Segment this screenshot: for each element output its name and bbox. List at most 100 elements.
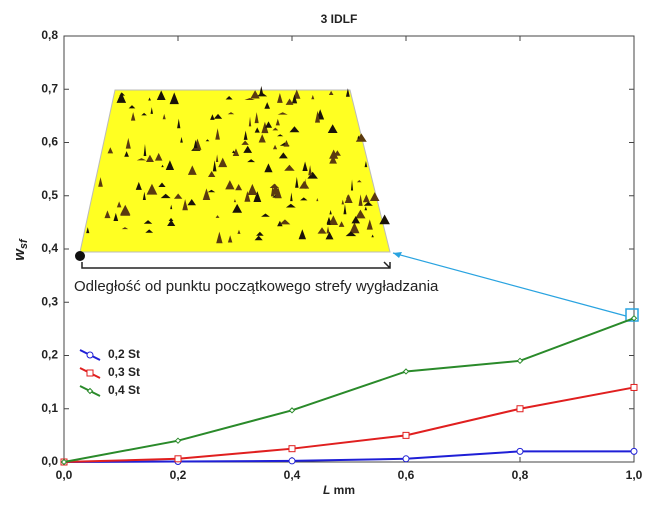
surface-peak (180, 136, 183, 143)
distance-bracket (81, 261, 391, 269)
surface-peak (225, 96, 233, 100)
surface-peak (272, 144, 278, 150)
surface-peak (272, 127, 279, 131)
marker (86, 387, 94, 395)
marker (174, 455, 182, 463)
surface-image (79, 85, 391, 253)
surface-peak (351, 215, 361, 224)
surface-peak (256, 92, 268, 97)
surface-peak (141, 112, 147, 116)
surface-peak (345, 231, 357, 237)
surface-peak (225, 180, 235, 190)
surface-peak (248, 116, 252, 127)
surface-peak (216, 231, 223, 244)
surface-peak (124, 151, 129, 157)
surface-peak (264, 121, 273, 128)
x-tick-label: 1,0 (626, 468, 643, 482)
surface-peak (254, 112, 259, 124)
surface-peak (275, 118, 280, 126)
surface-peak (86, 227, 90, 234)
y-tick-label: 0,1 (41, 401, 58, 415)
surface-peak (161, 164, 164, 168)
surface-peak (148, 97, 151, 101)
surface-peak (254, 127, 260, 133)
surface-peak (170, 204, 173, 210)
surface-peak (256, 231, 264, 236)
surface-peak (362, 194, 370, 203)
surface-peak (130, 112, 136, 121)
surface-peak (244, 97, 255, 101)
y-label-sub: sf (18, 238, 30, 249)
surface-peak (227, 235, 233, 243)
surface-peak (205, 139, 210, 142)
surface-peak (143, 144, 147, 157)
surface-peak (233, 199, 237, 203)
x-tick-label: 0,8 (512, 468, 529, 482)
surface-peak (136, 158, 147, 161)
marker (516, 405, 524, 413)
marker (86, 369, 94, 377)
surface-peak (327, 124, 338, 133)
surface-peak (247, 159, 256, 163)
surface-peak (235, 183, 243, 191)
surface-peak (210, 114, 215, 120)
marker (288, 445, 296, 453)
surface-peak (326, 226, 330, 234)
marker (86, 351, 94, 359)
surface-peak (150, 107, 153, 114)
surface-peak (261, 213, 270, 217)
marker (630, 447, 638, 455)
surface-peak (168, 217, 174, 222)
surface-peak (379, 214, 390, 225)
surface-peak (316, 198, 319, 202)
surface-peak (254, 235, 263, 241)
y-label-var: w (11, 248, 28, 261)
surface-peak (145, 154, 154, 163)
surface-peak (338, 221, 345, 227)
surface-peak (295, 176, 299, 188)
surface-peak (261, 121, 269, 134)
y-tick-label: 0,0 (41, 454, 58, 468)
surface-peak (307, 171, 318, 179)
x-label-var: L (323, 483, 330, 497)
surface-peak (143, 220, 153, 224)
surface-peak (165, 160, 175, 170)
surface-peak (243, 145, 253, 153)
surface-peak (285, 203, 296, 208)
x-label-unit: mm (334, 483, 355, 497)
surface-peak (264, 163, 273, 173)
surface-peak (369, 192, 380, 201)
surface-peak (116, 201, 122, 208)
surface-peak (291, 94, 298, 104)
surface-peak (277, 134, 284, 137)
surface-peak (241, 140, 249, 145)
marker (516, 447, 524, 455)
surface-peak (212, 160, 217, 172)
surface-peak (142, 191, 146, 200)
series-line (63, 317, 635, 463)
surface-peak (227, 112, 235, 115)
legend-label: 0,2 St (108, 347, 140, 361)
surface-peak (329, 149, 339, 159)
surface-peak (264, 102, 271, 109)
surface-peak (232, 203, 243, 213)
surface-peak (116, 92, 127, 103)
marker (60, 458, 68, 466)
surface-peak (154, 152, 163, 161)
surface (79, 89, 391, 253)
surface-peak (244, 190, 251, 202)
surface-peak (162, 113, 166, 120)
surface-peak (302, 161, 308, 172)
y-tick-label: 0,2 (41, 348, 58, 362)
surface-peak (208, 170, 216, 178)
surface-peak (156, 90, 166, 100)
surface-peak (355, 133, 367, 142)
surface-peak (279, 219, 291, 225)
marker (174, 437, 182, 444)
surface-peak (277, 220, 283, 227)
surface-peak (146, 183, 158, 195)
surface-peak (215, 154, 219, 162)
surface-peak (284, 164, 295, 171)
surface-peak (98, 177, 103, 187)
surface-peak (366, 219, 373, 230)
